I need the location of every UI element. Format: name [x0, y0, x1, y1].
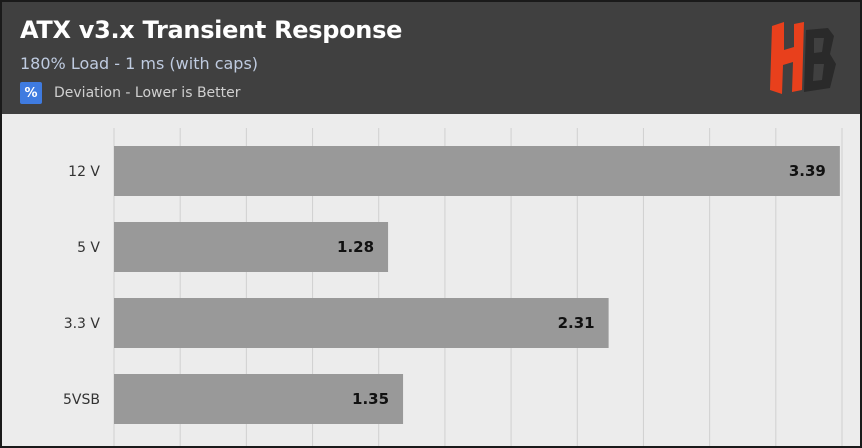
- category-label: 3.3 V: [64, 316, 101, 332]
- value-label: 1.35: [352, 390, 389, 408]
- category-label: 5VSB: [63, 392, 100, 408]
- category-label: 12 V: [68, 164, 100, 180]
- chart-title: ATX v3.x Transient Response: [20, 16, 403, 44]
- bar-12-v: [114, 146, 840, 196]
- chart-header: ATX v3.x Transient Response 180% Load - …: [2, 2, 860, 114]
- legend: % Deviation - Lower is Better: [20, 82, 241, 104]
- value-label: 1.28: [337, 238, 374, 256]
- bar-3-3-v: [114, 298, 609, 348]
- legend-label: Deviation - Lower is Better: [54, 85, 241, 101]
- plot-area: 12 V 3.39 5 V 1.28 3.3 V 2.31 5VSB 1.35: [2, 114, 860, 446]
- bar-5-v: [114, 222, 389, 272]
- chart-subtitle: 180% Load - 1 ms (with caps): [20, 54, 259, 73]
- category-label: 5 V: [77, 240, 100, 256]
- percent-icon: %: [20, 82, 42, 104]
- value-label: 3.39: [789, 162, 826, 180]
- value-label: 2.31: [558, 314, 595, 332]
- hb-logo-icon: [764, 20, 840, 96]
- bar-5vsb: [114, 374, 404, 424]
